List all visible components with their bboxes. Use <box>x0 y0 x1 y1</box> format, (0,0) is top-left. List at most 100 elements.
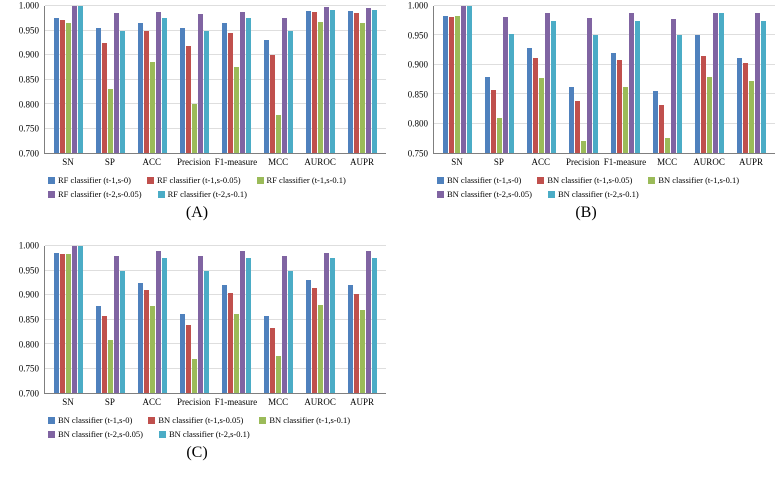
legend: BN classifier (t-1,s-0) BN classifier (t-… <box>48 415 386 439</box>
bar <box>509 34 515 153</box>
bar <box>497 117 503 153</box>
plot-area <box>433 5 775 154</box>
legend-label: BN classifier (t-1,s-0.05) <box>158 415 244 425</box>
bar-group-sp <box>479 6 521 153</box>
bar-group-precision <box>174 6 216 153</box>
y-tick-label: 0.950 <box>18 25 39 36</box>
legend-item: BN classifier (t-2,s-0.1) <box>547 189 639 199</box>
bar <box>616 60 622 153</box>
bar <box>138 23 144 153</box>
bar <box>323 253 329 393</box>
legend-item: RF classifier (t-2,s-0.05) <box>48 189 142 199</box>
bar <box>569 86 575 153</box>
y-tick-label: 0.700 <box>18 148 39 159</box>
bar <box>317 304 323 393</box>
y-tick-label: 1.000 <box>407 0 428 11</box>
gridline <box>434 5 775 6</box>
legend-row: BN classifier (t-2,s-0.05) BN classifier … <box>48 429 386 439</box>
bar <box>694 35 700 153</box>
x-tick-label: F1-measure <box>214 397 258 407</box>
bar <box>754 13 760 153</box>
bar <box>658 104 664 153</box>
bar <box>670 18 676 153</box>
bar <box>353 293 359 393</box>
bar <box>652 91 658 153</box>
bar <box>736 57 742 153</box>
x-tick-label: AUPR <box>349 397 374 407</box>
bar <box>287 30 293 153</box>
bar <box>227 32 233 153</box>
bar-group-precision <box>563 6 605 153</box>
x-tick-label: AUPR <box>349 157 374 167</box>
bar <box>449 16 455 153</box>
chart-b: 0.750 0.800 0.850 0.900 0.950 1.000 SN SP ACC Pr… <box>397 1 775 222</box>
y-tick-label: 1.000 <box>18 240 39 251</box>
bar-group-aupr <box>341 6 383 153</box>
bar <box>156 11 162 153</box>
y-tick-label: 0.800 <box>18 99 39 110</box>
bar <box>150 305 156 393</box>
chart-caption: (A) <box>185 204 209 221</box>
x-tick-label: AUROC <box>693 157 725 167</box>
legend: RF classifier (t-1,s-0) RF classifier (t-… <box>48 175 386 199</box>
bar <box>760 20 766 153</box>
gridline <box>45 318 386 320</box>
bar <box>54 18 60 153</box>
bar <box>245 258 251 393</box>
x-tick-label: Precision <box>565 157 600 167</box>
legend-label: RF classifier (t-1,s-0) <box>58 175 131 185</box>
bar-group-sn <box>437 6 479 153</box>
legend-item: BN classifier (t-1,s-0) <box>48 415 132 425</box>
bar <box>204 30 210 153</box>
bar-group-acc <box>132 246 174 393</box>
x-tick-label: AUROC <box>304 397 336 407</box>
y-tick-label: 0.750 <box>18 363 39 374</box>
bar <box>581 141 587 153</box>
x-tick-label: SN <box>451 157 463 167</box>
legend-item: RF classifier (t-2,s-0.1) <box>157 189 247 199</box>
bar-group-f1-measure <box>605 6 647 153</box>
y-tick-label: 0.800 <box>407 118 428 129</box>
bar <box>712 13 718 153</box>
legend-item: BN classifier (t-1,s-0.1) <box>648 175 739 185</box>
bar <box>60 19 66 153</box>
bar <box>371 9 377 153</box>
bar <box>144 31 150 153</box>
legend-label: BN classifier (t-2,s-0.05) <box>447 189 532 199</box>
bar <box>329 9 335 153</box>
bar <box>353 13 359 153</box>
gridline <box>45 127 386 129</box>
legend-label: BN classifier (t-1,s-0.05) <box>547 175 633 185</box>
bar <box>78 246 84 393</box>
bar <box>305 280 311 393</box>
bar <box>461 6 467 153</box>
gridline <box>45 269 386 271</box>
bar <box>706 76 712 153</box>
legend-label: BN classifier (t-1,s-0.1) <box>269 415 351 425</box>
bar <box>347 10 353 153</box>
legend-swatch-icon <box>48 190 55 198</box>
bar <box>359 23 365 153</box>
bar <box>227 292 233 393</box>
bar <box>347 285 353 393</box>
bar <box>54 253 60 393</box>
bar <box>359 309 365 393</box>
legend-label: BN classifier (t-1,s-0) <box>447 175 522 185</box>
y-tick-label: 0.750 <box>407 148 428 159</box>
chart-c: 0.700 0.750 0.800 0.850 0.900 0.950 1.000 SN SP… <box>8 241 386 462</box>
legend-row: BN classifier (t-2,s-0.05) BN classifier … <box>437 189 775 199</box>
bar <box>742 63 748 153</box>
bar <box>233 67 239 153</box>
legend-row: RF classifier (t-2,s-0.05) RF classifier … <box>48 189 386 199</box>
legend-swatch-icon <box>648 176 656 184</box>
legend-swatch-icon <box>437 176 444 184</box>
bar-group-auroc <box>688 6 730 153</box>
x-tick-label: SN <box>62 397 74 407</box>
y-tick-label: 0.850 <box>18 74 39 85</box>
bar <box>329 258 335 393</box>
legend: BN classifier (t-1,s-0) BN classifier (t-… <box>437 175 775 199</box>
y-tick-label: 0.850 <box>407 89 428 100</box>
x-tick-label: SP <box>493 157 504 167</box>
bar <box>120 30 126 153</box>
y-tick-label: 0.750 <box>18 123 39 134</box>
